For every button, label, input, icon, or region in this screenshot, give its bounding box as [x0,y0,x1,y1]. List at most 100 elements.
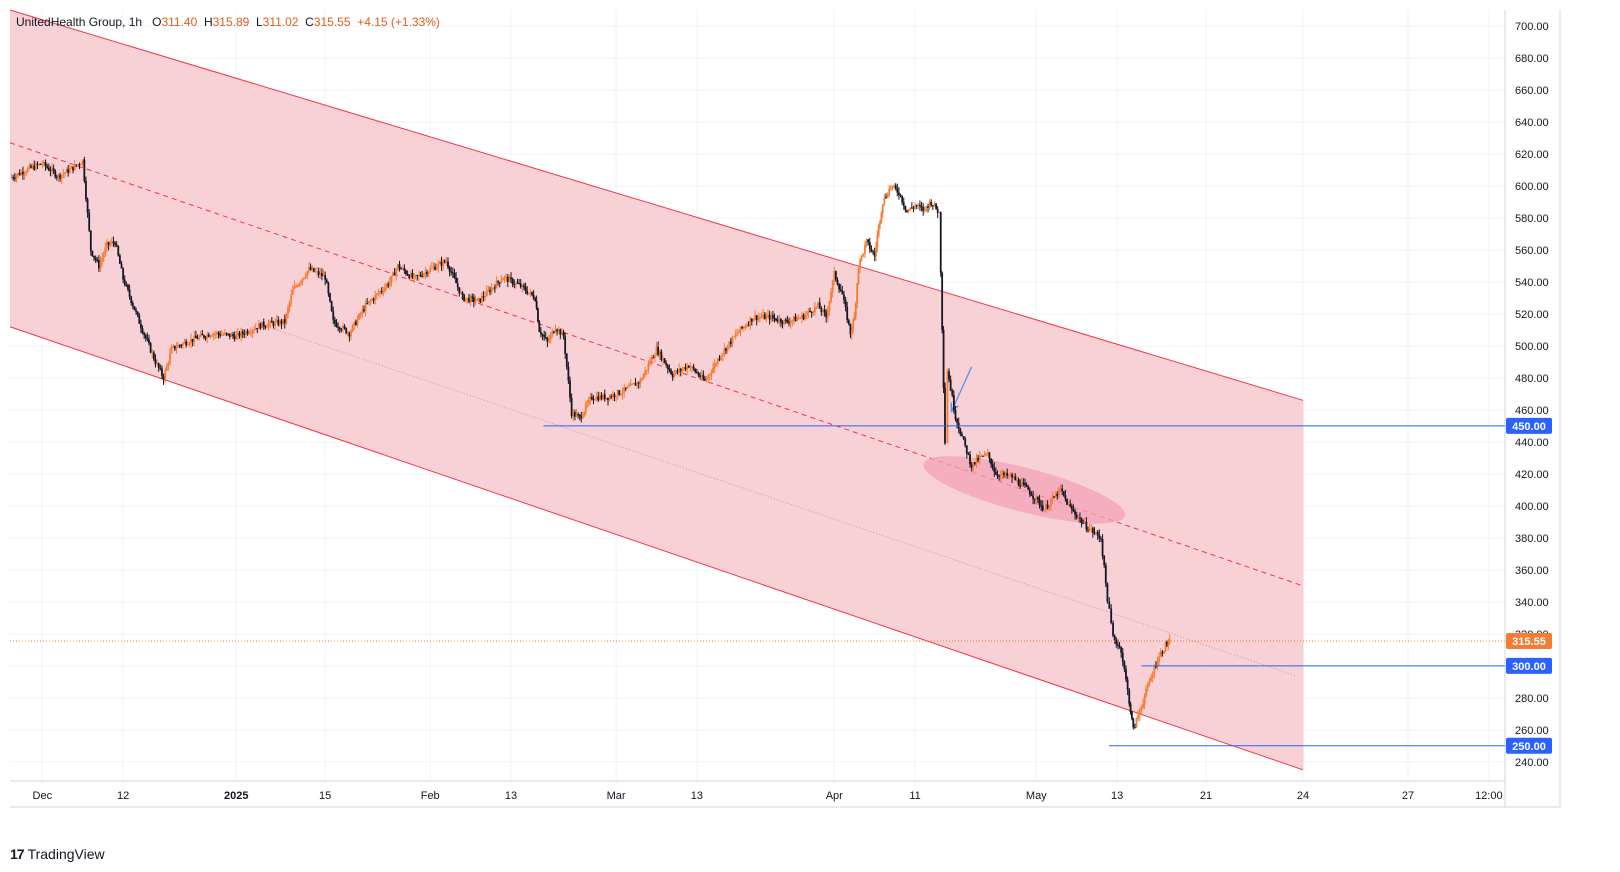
candle-body [380,291,383,293]
x-tick-label: 12 [117,790,129,802]
candle-body [503,276,506,279]
candle-body [721,353,724,357]
candle-body [448,267,451,272]
candle-body [704,378,706,381]
candle-body [860,255,863,260]
candle-body [652,357,655,359]
candle-body [1108,601,1111,609]
symbol-name[interactable]: UnitedHealth Group [16,15,123,29]
channel-lower-line[interactable] [9,326,1304,771]
candle-body [1121,652,1124,662]
candle-body [418,274,420,276]
candle-body [1096,532,1099,535]
candle-body [927,206,929,208]
candle-body [1062,491,1065,496]
candle-body [188,343,191,345]
candle-body [484,296,487,298]
candle-body [941,272,944,330]
candle-body [251,330,254,333]
candle-body [952,395,955,410]
candle-body [182,343,184,346]
candle-body [573,412,576,417]
candle-body [723,348,726,354]
candle-body [49,170,52,172]
candle-body [354,321,357,325]
candle-body [502,278,504,281]
candle-body [904,205,907,210]
candle-body [788,322,790,324]
candle-body [1006,472,1009,476]
candle-body [434,266,436,270]
chart-annotations[interactable] [918,366,1130,538]
price-tag-450.00[interactable] [1506,417,1552,434]
inner-dotted-line[interactable] [276,329,1296,676]
candle-body [1041,505,1044,511]
channel-upper-line[interactable] [9,9,1304,401]
candle-body [1082,523,1085,525]
candle-body [388,282,391,286]
candle-body [749,318,752,326]
high-label: H [203,15,213,29]
candle-body [577,414,579,416]
candle-body [864,244,866,254]
candle-body [152,352,155,360]
candle-body [567,367,570,381]
candle-body [272,322,275,326]
candle-body [99,261,102,269]
candle-body [230,334,233,337]
high-value: 315.89 [212,15,250,29]
candle-body [999,474,1002,477]
candle-body [65,169,68,173]
candle-body [935,203,937,209]
candle-body [112,241,115,243]
candle-body [203,335,205,338]
candle-body [287,307,289,314]
candle-body [694,368,697,373]
candle-body [1007,475,1010,477]
y-tick-label: 360.00 [1515,565,1549,577]
candle-body [23,173,26,175]
candle-body [531,291,533,295]
candle-body [534,298,537,301]
last-price-tag[interactable] [1506,632,1552,649]
candle-body [469,296,472,303]
candle-body [541,334,544,336]
price-tag-300.00[interactable] [1506,657,1552,674]
candle-body [1161,652,1164,654]
horizontal-levels[interactable] [10,425,1552,747]
candle-body [338,327,341,330]
candle-body [620,394,622,396]
regression-channel[interactable] [9,9,1304,771]
candle-body [872,251,874,253]
candle-body [893,185,895,187]
arrow-shaft[interactable] [950,366,973,412]
candle-body [91,250,94,256]
candle-body [405,270,407,275]
candle-body [140,323,142,329]
close-label: C [305,15,314,29]
candle-body [1011,474,1013,478]
highlight-ellipse[interactable] [918,443,1130,538]
candle-body [31,165,34,168]
candle-body [791,320,794,322]
candle-body [600,395,603,399]
interval-label[interactable]: 1h [128,15,143,29]
x-tick-label: 21 [1200,790,1212,802]
candle-body [172,345,175,347]
candle-body [254,328,257,330]
x-tick-label: 27 [1402,790,1414,802]
price-tag-250.00[interactable] [1506,737,1552,754]
candle-body [1079,517,1081,519]
tradingview-brand[interactable]: 17 TradingView [10,846,105,862]
arrow-head-icon[interactable] [950,402,959,413]
candle-body [1128,689,1131,704]
candle-body [1009,474,1012,476]
candle-body [18,172,21,175]
candle-body [670,370,672,374]
candle-body [464,298,467,301]
candle-body [1120,646,1123,653]
candle-body [639,379,642,384]
candle-body [437,263,440,268]
candle-body [674,370,677,374]
